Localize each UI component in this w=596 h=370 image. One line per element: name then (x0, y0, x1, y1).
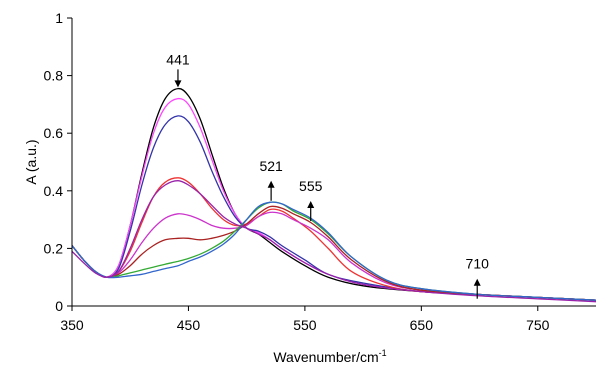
annotation-label: 441 (166, 51, 190, 67)
series-line-2 (71, 97, 596, 301)
series-line-6 (71, 205, 596, 301)
plot-lines (71, 87, 596, 303)
x-tick-label: 450 (177, 317, 201, 333)
series-line-9 (71, 180, 596, 303)
arrow-down-icon (174, 80, 182, 88)
series-line-8 (71, 201, 596, 301)
x-axis-label-text: Wavenumber/cm (273, 349, 378, 365)
annotation-label: 521 (259, 158, 283, 174)
x-tick-label: 650 (410, 317, 434, 333)
arrow-up-icon (267, 180, 275, 188)
y-tick-label: 0 (55, 298, 63, 314)
y-tick-label: 0.6 (44, 125, 64, 141)
annotation-441: 441 (166, 51, 190, 88)
y-axis-label: A (a.u.) (23, 139, 39, 184)
annotation-521: 521 (259, 158, 283, 201)
y-ticks: 0 0.2 0.4 0.6 0.8 1 (44, 10, 72, 314)
x-axis-label-superscript: -1 (379, 348, 387, 358)
arrow-up-icon (307, 200, 315, 208)
series-line-3 (71, 115, 596, 301)
y-tick-label: 0.8 (44, 68, 64, 84)
axes (71, 18, 596, 307)
y-tick-label: 0.2 (44, 240, 64, 256)
annotation-label: 710 (466, 256, 490, 272)
x-tick-label: 550 (293, 317, 317, 333)
annotations: 441 521 555 710 (166, 51, 490, 299)
y-tick-label: 0.4 (44, 183, 64, 199)
series-line-4 (71, 177, 596, 301)
annotation-710: 710 (466, 256, 490, 299)
x-axis-label: Wavenumber/cm-1 (273, 348, 386, 365)
y-tick-label: 1 (55, 10, 63, 26)
annotation-label: 555 (299, 178, 323, 194)
x-tick-label: 350 (60, 317, 84, 333)
x-tick-label: 750 (526, 317, 550, 333)
annotation-555: 555 (299, 178, 323, 221)
arrow-up-icon (473, 278, 481, 286)
x-ticks: 350 450 550 650 750 (60, 306, 550, 333)
series-line-7 (71, 201, 596, 301)
series-line-5 (71, 211, 596, 301)
